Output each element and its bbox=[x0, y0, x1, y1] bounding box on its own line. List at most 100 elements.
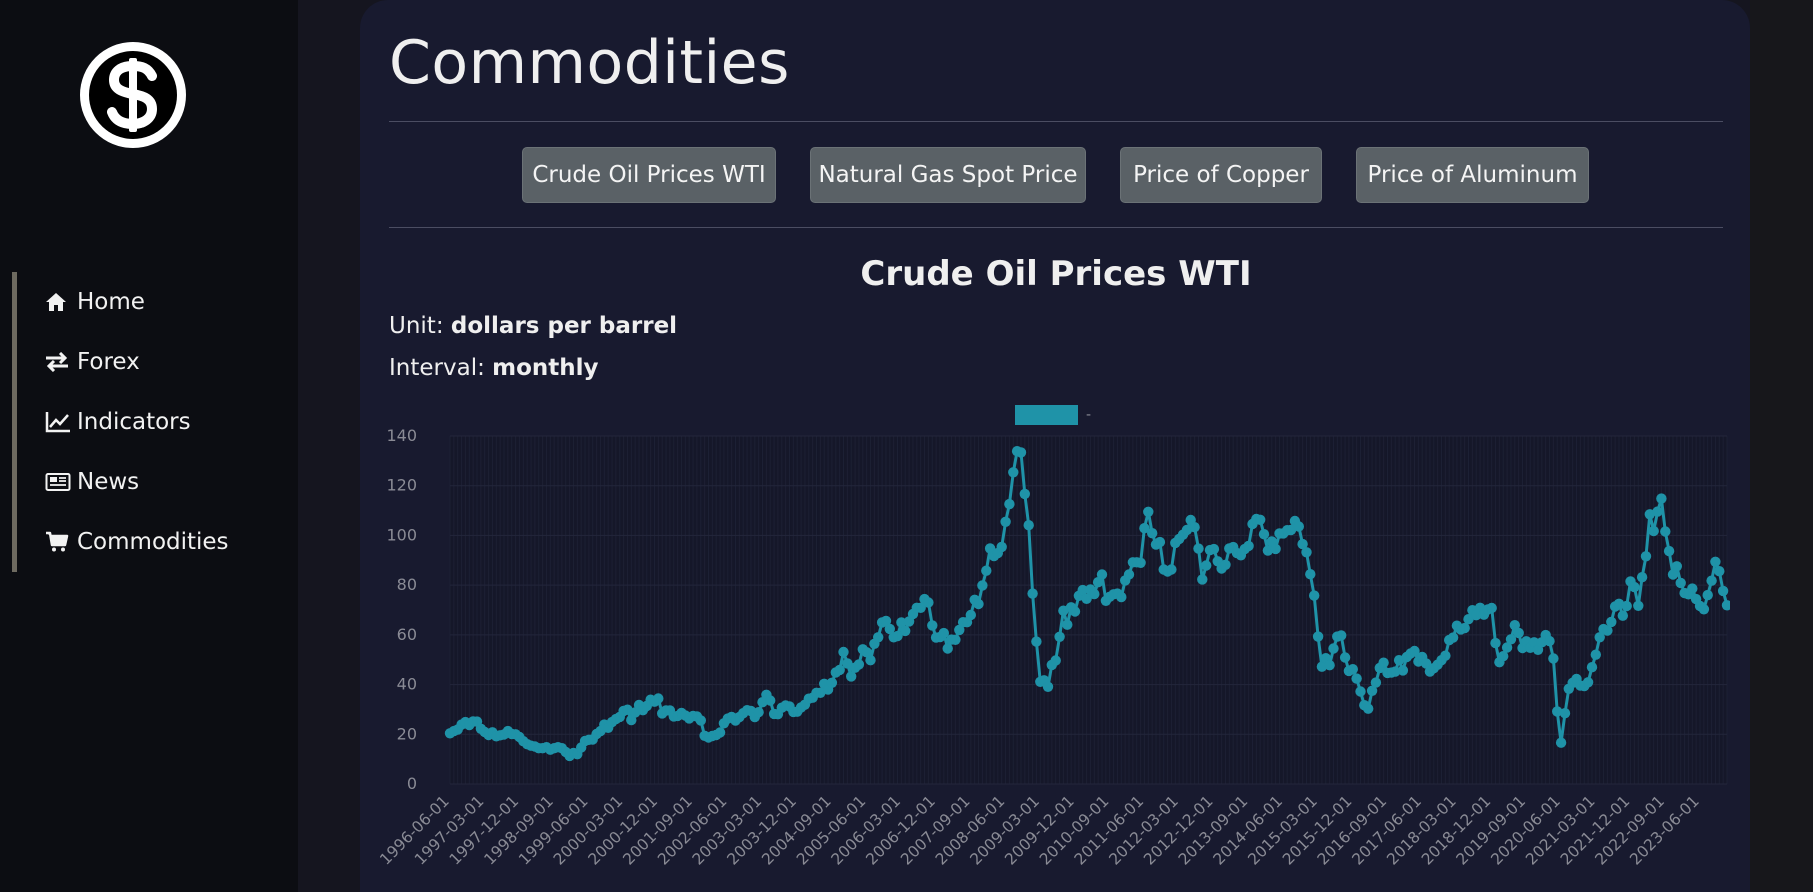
y-tick-label: 40 bbox=[397, 675, 417, 694]
data-point bbox=[1397, 665, 1409, 676]
aluminum-button[interactable]: Price of Aluminum bbox=[1356, 147, 1589, 203]
data-point bbox=[1390, 666, 1401, 677]
interval-line: Interval: monthly bbox=[389, 355, 599, 381]
dollar-logo-icon[interactable] bbox=[76, 38, 190, 152]
data-point bbox=[1355, 686, 1366, 697]
legend-label: - bbox=[1086, 407, 1091, 423]
unit-label: Unit: bbox=[389, 313, 444, 339]
sidebar-item-home[interactable]: Home bbox=[45, 282, 145, 322]
data-point bbox=[942, 643, 953, 654]
data-point bbox=[834, 664, 845, 676]
crude-oil-chart[interactable]: 0204060801001201401996-06-011997-03-0119… bbox=[380, 395, 1730, 892]
data-point bbox=[1648, 525, 1659, 537]
data-point bbox=[1201, 560, 1212, 571]
data-point bbox=[1606, 616, 1617, 628]
data-point bbox=[838, 646, 849, 658]
data-point bbox=[626, 714, 637, 726]
data-point bbox=[1324, 660, 1335, 671]
data-point bbox=[1135, 557, 1146, 568]
data-point bbox=[1636, 572, 1648, 583]
data-point bbox=[1409, 645, 1420, 657]
data-point bbox=[1513, 627, 1524, 639]
data-point bbox=[1339, 652, 1351, 663]
data-point bbox=[1559, 708, 1571, 719]
data-point bbox=[1594, 632, 1605, 643]
newspaper-icon bbox=[45, 471, 71, 493]
natural-gas-button[interactable]: Natural Gas Spot Price bbox=[810, 147, 1086, 203]
data-point bbox=[1062, 619, 1073, 630]
data-point bbox=[1440, 650, 1451, 661]
data-point bbox=[1351, 673, 1362, 684]
data-point bbox=[915, 602, 926, 613]
data-point bbox=[984, 543, 996, 554]
unit-value: dollars per barrel bbox=[450, 313, 678, 339]
data-point bbox=[1544, 635, 1555, 647]
data-point bbox=[653, 693, 664, 704]
crude-oil-button[interactable]: Crude Oil Prices WTI bbox=[522, 147, 776, 203]
y-tick-label: 80 bbox=[397, 575, 417, 594]
data-point bbox=[1582, 677, 1594, 688]
data-point bbox=[923, 597, 934, 608]
data-point bbox=[1143, 506, 1154, 517]
data-point bbox=[1505, 634, 1517, 645]
data-point bbox=[1687, 583, 1698, 594]
data-point bbox=[1197, 574, 1208, 585]
data-point bbox=[1031, 636, 1042, 647]
data-point bbox=[1463, 614, 1474, 625]
data-point bbox=[1309, 590, 1320, 601]
data-point bbox=[1147, 528, 1158, 539]
data-point bbox=[1671, 561, 1683, 572]
data-point bbox=[1663, 545, 1675, 557]
data-point bbox=[1644, 509, 1656, 520]
data-point bbox=[765, 695, 776, 706]
data-point bbox=[1243, 540, 1254, 552]
data-point bbox=[1316, 661, 1328, 672]
data-point bbox=[1123, 569, 1135, 580]
data-point bbox=[1667, 569, 1679, 580]
sidebar-item-forex[interactable]: Forex bbox=[45, 342, 140, 382]
plot-area bbox=[450, 436, 1727, 784]
data-point bbox=[880, 615, 892, 627]
data-point bbox=[950, 634, 961, 645]
divider bbox=[389, 227, 1723, 228]
y-tick-label: 60 bbox=[397, 625, 417, 644]
data-point bbox=[1459, 622, 1470, 634]
page-margin bbox=[1750, 0, 1813, 892]
data-point bbox=[1258, 529, 1270, 540]
data-point bbox=[1640, 551, 1652, 562]
data-point bbox=[981, 565, 992, 576]
data-point bbox=[1285, 524, 1297, 536]
data-point bbox=[1347, 664, 1358, 675]
data-point bbox=[1486, 602, 1497, 614]
data-point bbox=[1652, 506, 1663, 517]
data-point bbox=[1077, 584, 1088, 596]
sidebar-item-commodities[interactable]: Commodities bbox=[45, 522, 229, 562]
sidebar-item-news[interactable]: News bbox=[45, 462, 139, 502]
data-point bbox=[714, 727, 726, 738]
data-point bbox=[1336, 630, 1347, 641]
data-point bbox=[1019, 488, 1030, 500]
data-point bbox=[1008, 467, 1019, 478]
data-point bbox=[865, 655, 876, 666]
y-tick-label: 120 bbox=[386, 476, 417, 495]
unit-line: Unit: dollars per barrel bbox=[389, 313, 677, 339]
sidebar-item-label: Forex bbox=[77, 349, 140, 375]
data-point bbox=[1509, 620, 1521, 631]
data-point bbox=[1490, 637, 1501, 649]
data-point bbox=[1305, 569, 1316, 580]
copper-button[interactable]: Price of Copper bbox=[1120, 147, 1322, 203]
data-point bbox=[1717, 585, 1729, 597]
data-point bbox=[1552, 706, 1563, 717]
line-chart-icon bbox=[45, 411, 71, 433]
data-point bbox=[1166, 564, 1177, 575]
data-point bbox=[892, 630, 903, 642]
data-point bbox=[1633, 600, 1644, 611]
data-point bbox=[1706, 575, 1717, 586]
data-point bbox=[1370, 677, 1382, 688]
data-point bbox=[1586, 662, 1598, 673]
data-point bbox=[1089, 588, 1100, 600]
data-point bbox=[842, 658, 853, 669]
data-point bbox=[1363, 703, 1374, 714]
home-icon bbox=[45, 291, 71, 313]
sidebar-item-indicators[interactable]: Indicators bbox=[45, 402, 191, 442]
